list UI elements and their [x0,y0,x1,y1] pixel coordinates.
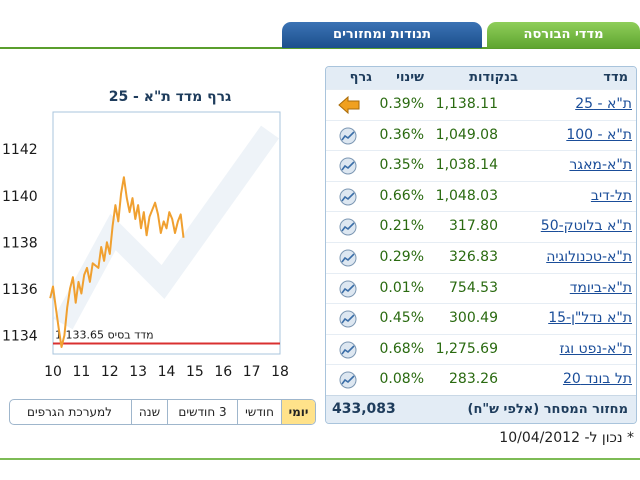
index-points: 317.80 [449,218,498,235]
chart-title: גרף מדד ת"א - 25 [108,89,232,105]
as-of-date: * נכון ל- 10/04/2012 [499,430,634,446]
x-tick-label: 15 [186,364,204,380]
y-tick-label: 1140 [2,189,38,205]
table-header: מדד בנקודות שינוי גרף [326,67,636,89]
tab-moves-turnover[interactable]: תנודות ומחזורים [282,22,482,48]
table-row: תל-דיב 1,048.03 0.66% [326,180,636,210]
index-name-link[interactable]: ת"א-נפט וגז [559,340,632,357]
chart-icon[interactable] [338,280,358,298]
index-points: 1,049.08 [435,126,498,143]
index-change: 0.21% [379,218,424,235]
y-tick-label: 1142 [2,142,38,158]
x-tick-label: 12 [101,364,119,380]
period-monthly-button[interactable]: חודשי [237,400,281,424]
table-row: ת"א בלוטק-50 317.80 0.21% [326,211,636,240]
y-tick-label: 1134 [2,328,38,344]
index-name-link[interactable]: ת"א - 100 [566,126,632,143]
table-row: תל בונד 20 283.26 0.08% [326,364,636,393]
x-tick-label: 13 [129,364,147,380]
index-change: 0.08% [379,371,424,388]
table-row: ת"א-טכנולוגיה 326.83 0.29% [326,242,636,271]
index-change: 0.68% [379,340,424,357]
index-points: 326.83 [449,249,498,265]
index-points: 754.53 [449,279,498,296]
index-change: 0.39% [379,96,424,112]
index-series-line [49,176,185,348]
index-change: 0.45% [379,310,424,327]
period-daily-button[interactable]: יומי [281,400,315,424]
index-points: 283.26 [449,371,498,388]
header-change: שינוי [396,70,424,85]
charts-system-link[interactable]: למערכת הגרפים [26,405,112,419]
index-points: 1,038.14 [435,157,498,174]
index-name-link[interactable]: תל-דיב [590,187,632,204]
arrow-left-icon[interactable] [338,95,360,115]
index-change: 0.36% [379,126,424,143]
bottom-divider [0,458,640,460]
chart-icon[interactable] [338,218,358,236]
header-graph: גרף [349,70,372,85]
table-row: ת"א נדל"ן-15 300.49 0.45% [326,303,636,332]
index-name-link[interactable]: ת"א - 25 [575,96,632,112]
x-tick-label: 14 [158,364,176,380]
index-change: 0.35% [379,157,424,174]
index-name-link[interactable]: ת"א בלוטק-50 [540,218,632,235]
tab-stock-indices[interactable]: מדדי הבורסה [487,22,640,48]
index-change: 0.01% [379,279,424,296]
index-name-link[interactable]: ת"א-מאגר [569,157,632,174]
y-tick-label: 1138 [2,235,38,251]
index-points: 1,048.03 [435,187,498,204]
table-row: ת"א-ביומד 754.53 0.01% [326,272,636,302]
turnover-footer: מחזור המסחר (אלפי ש"ח) 433,083 [326,395,636,423]
chart-icon[interactable] [338,157,358,175]
chart-icon[interactable] [338,249,358,267]
chart-icon[interactable] [338,188,358,206]
index-name-link[interactable]: תל בונד 20 [562,371,632,388]
x-tick-label: 16 [214,364,232,380]
index-chart: 1134 1136 1138 1140 1142 10 11 12 13 14 15 16 17 18 מד… [2,111,289,380]
table-row: ת"א-נפט וגז 1,275.69 0.68% [326,333,636,363]
base-line-label: מדד בסיס 1,133.65 [55,329,154,342]
y-tick-label: 1136 [2,282,38,298]
period-selector: יומי חודשי 3 חודשים שנה למערכת הגרפים [9,399,316,425]
chart-icon[interactable] [338,310,358,328]
index-points: 300.49 [449,310,498,327]
index-change: 0.29% [379,249,424,265]
index-name-link[interactable]: ת"א נדל"ן-15 [548,310,632,327]
turnover-label: מחזור המסחר (אלפי ש"ח) [467,402,629,417]
index-change: 0.66% [379,187,424,204]
period-3months-button[interactable]: 3 חודשים [167,400,237,424]
turnover-value: 433,083 [332,401,396,417]
index-points: 1,275.69 [435,340,498,357]
header-name: מדד [603,70,628,85]
index-name-link[interactable]: ת"א-טכנולוגיה [546,249,632,265]
chart-icon[interactable] [338,371,358,389]
indices-table: מדד בנקודות שינוי גרף ת"א - 25 1,138.11 0.… [325,66,637,424]
top-divider [0,47,640,49]
x-tick-label: 18 [271,364,289,380]
index-points: 1,138.11 [435,96,498,112]
table-row: ת"א-מאגר 1,038.14 0.35% [326,150,636,179]
table-row: ת"א - 25 1,138.11 0.39% [326,89,636,118]
table-row: ת"א - 100 1,049.08 0.36% [326,119,636,149]
x-tick-label: 17 [243,364,261,380]
period-year-button[interactable]: שנה [131,400,167,424]
index-name-link[interactable]: ת"א-ביומד [569,279,632,296]
background-watermark [53,125,279,330]
chart-icon[interactable] [338,127,358,145]
x-tick-label: 10 [44,364,62,380]
chart-icon[interactable] [338,341,358,359]
x-tick-label: 11 [72,364,90,380]
header-points: בנקודות [469,70,518,85]
